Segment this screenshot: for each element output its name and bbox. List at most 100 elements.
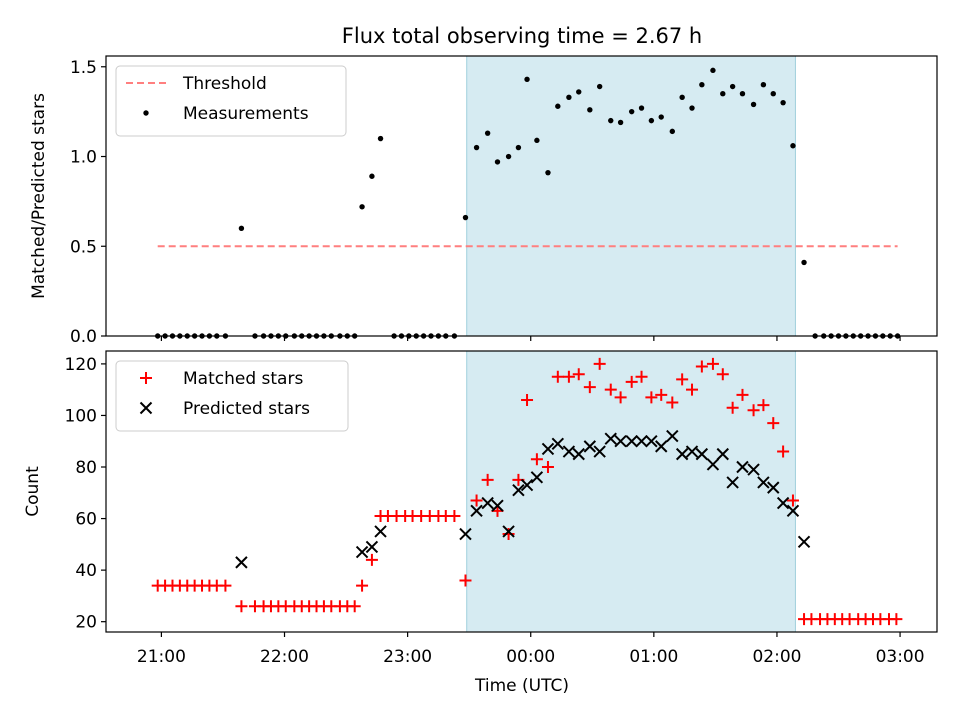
- data-point: [473, 144, 480, 151]
- data-point: [551, 370, 564, 383]
- data-point: [699, 82, 705, 88]
- data-point: [797, 535, 811, 548]
- data-point: [583, 381, 596, 394]
- data-point: [587, 107, 593, 113]
- data-point: [635, 370, 648, 383]
- y-axis-label: Count: [23, 466, 43, 517]
- data-point: [747, 463, 760, 476]
- data-point: [801, 259, 807, 266]
- data-point: [706, 357, 719, 370]
- data-point: [505, 153, 512, 160]
- data-point: [534, 137, 540, 144]
- data-point: [515, 144, 522, 151]
- data-point: [685, 445, 699, 458]
- data-point: [655, 440, 668, 453]
- axes-frame: [105, 350, 938, 633]
- data-point: [521, 393, 534, 406]
- legend-box: [115, 360, 349, 432]
- legend-box: [115, 65, 347, 137]
- data-point: [491, 499, 504, 512]
- x-tick-label: 22:00: [260, 647, 309, 667]
- data-point: [583, 440, 597, 453]
- data-point: [614, 391, 627, 404]
- data-point: [666, 396, 679, 409]
- data-point: [572, 447, 585, 461]
- data-point: [562, 445, 576, 458]
- data-point: [481, 473, 494, 486]
- data-point: [143, 110, 149, 116]
- data-point: [377, 135, 384, 142]
- data-point: [608, 117, 614, 124]
- data-point: [462, 214, 469, 221]
- data-point: [757, 476, 770, 489]
- data-point: [235, 556, 248, 569]
- data-point: [459, 527, 472, 541]
- data-point: [645, 435, 658, 448]
- data-point: [530, 471, 544, 484]
- data-point: [706, 458, 720, 471]
- data-point: [736, 388, 749, 401]
- data-point: [502, 525, 515, 538]
- data-point: [545, 169, 551, 176]
- data-point: [786, 504, 800, 518]
- data-point: [669, 128, 676, 135]
- data-point: [481, 496, 494, 510]
- data-point: [767, 417, 780, 430]
- data-point: [710, 67, 716, 74]
- data-point: [645, 391, 658, 404]
- data-point: [356, 579, 369, 592]
- data-point: [604, 432, 617, 445]
- data-point: [716, 447, 729, 461]
- data-point: [726, 401, 739, 414]
- legend-label: Predicted stars: [183, 399, 310, 419]
- data-point: [355, 545, 369, 559]
- data-point: [374, 525, 387, 538]
- data-point: [666, 429, 679, 443]
- y-tick-label: 1.5: [70, 58, 97, 78]
- data-point: [596, 83, 603, 90]
- data-point: [638, 105, 645, 111]
- data-point: [777, 445, 790, 458]
- data-point: [512, 484, 525, 497]
- data-point: [494, 159, 501, 165]
- data-point: [502, 528, 515, 541]
- data-point: [614, 435, 627, 448]
- data-point: [767, 481, 780, 494]
- data-point: [219, 579, 232, 592]
- data-point: [235, 600, 248, 613]
- data-point: [470, 494, 483, 507]
- data-point: [716, 368, 729, 381]
- data-point: [359, 204, 365, 210]
- data-point: [655, 388, 668, 401]
- y-tick-label: 0.5: [70, 237, 97, 257]
- data-point: [736, 460, 749, 474]
- axes-frame: [105, 55, 938, 337]
- y-tick-label: 120: [65, 355, 97, 375]
- data-point: [695, 360, 708, 373]
- data-point: [675, 447, 689, 461]
- data-point: [770, 90, 776, 97]
- data-point: [238, 225, 245, 232]
- data-point: [520, 478, 534, 492]
- x-tick-label: 02:00: [752, 647, 801, 667]
- data-point: [786, 494, 799, 507]
- data-point: [776, 496, 790, 510]
- legend-label: Threshold: [182, 74, 267, 94]
- data-point: [658, 114, 664, 120]
- legend: Matched stars Predicted stars: [115, 360, 349, 432]
- legend-label: Measurements: [183, 104, 309, 124]
- data-point: [470, 504, 483, 518]
- data-point: [628, 108, 635, 115]
- data-point: [369, 173, 375, 179]
- data-point: [757, 399, 770, 412]
- data-point: [541, 461, 554, 474]
- data-point: [524, 76, 530, 83]
- y-axis-label: Matched/Predicted stars: [29, 93, 49, 299]
- x-tick-label: 23:00: [383, 647, 432, 667]
- data-point: [576, 89, 582, 95]
- data-point: [348, 600, 361, 613]
- data-point: [780, 99, 786, 106]
- data-point: [604, 383, 617, 396]
- observing-window-band: [466, 56, 796, 336]
